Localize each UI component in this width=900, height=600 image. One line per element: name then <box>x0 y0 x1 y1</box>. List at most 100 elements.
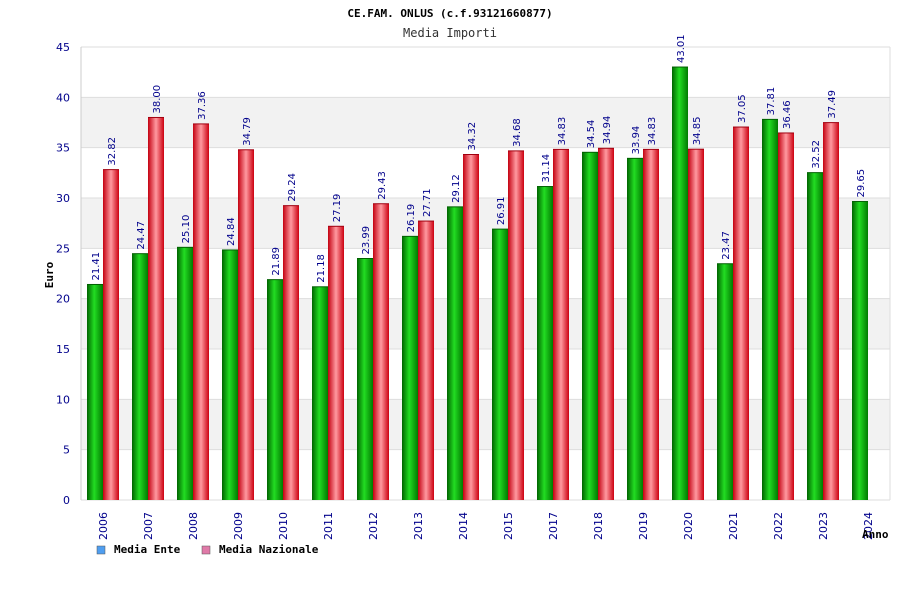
data-label: 27.71 <box>422 188 433 217</box>
data-label: 29.65 <box>856 169 867 198</box>
grid-band <box>81 47 890 98</box>
bar-media-ente <box>627 158 643 500</box>
x-tick-label: 2008 <box>187 512 200 540</box>
y-tick-label: 15 <box>56 343 70 356</box>
data-label: 34.94 <box>602 116 613 145</box>
grid-band <box>81 147 890 198</box>
y-tick-label: 0 <box>63 494 70 507</box>
bar-media-nazionale <box>553 149 569 501</box>
x-tick-label: 2009 <box>232 512 245 540</box>
data-label: 32.82 <box>107 137 118 166</box>
bar-media-ente <box>87 284 103 500</box>
data-label: 24.84 <box>226 217 237 246</box>
x-tick-label: 2022 <box>772 512 785 540</box>
data-label: 29.12 <box>451 174 462 203</box>
y-axis-label: Euro <box>43 261 56 288</box>
bar-media-nazionale <box>598 148 614 500</box>
legend-label: Media Ente <box>114 543 181 556</box>
bar-media-ente <box>402 236 418 500</box>
data-label: 24.47 <box>136 221 147 250</box>
data-label: 21.18 <box>316 254 327 283</box>
x-tick-label: 2015 <box>502 512 515 540</box>
data-label: 26.19 <box>406 204 417 233</box>
x-tick-label: 2010 <box>277 512 290 540</box>
bar-media-ente <box>672 67 688 501</box>
grid-band <box>81 298 890 349</box>
data-label: 21.41 <box>91 252 102 281</box>
bar-media-ente <box>492 229 508 500</box>
data-label: 32.52 <box>811 140 822 169</box>
grid-band <box>81 349 890 400</box>
bar-media-nazionale <box>418 221 434 500</box>
y-tick-label: 35 <box>56 142 70 155</box>
data-label: 34.83 <box>557 117 568 146</box>
bar-media-ente <box>717 263 733 500</box>
y-tick-label: 5 <box>63 444 70 457</box>
x-axis-label: Anno <box>862 528 889 541</box>
bar-media-nazionale <box>643 149 659 501</box>
data-label: 29.43 <box>377 171 388 200</box>
legend-swatch <box>96 545 106 555</box>
grid-band <box>81 198 890 249</box>
data-label: 37.36 <box>197 91 208 120</box>
data-labels: 21.41 32.82 24.47 38.00 25.10 37.36 24.84 34.79… <box>91 34 867 282</box>
data-label: 37.81 <box>766 87 777 116</box>
grid-band <box>81 248 890 299</box>
y-tick-label: 45 <box>56 41 70 54</box>
bar-media-nazionale <box>778 132 794 500</box>
legend: Media Ente Media Nazionale <box>96 543 319 556</box>
bar-media-nazionale <box>823 122 839 500</box>
x-tick-label: 2014 <box>457 512 470 540</box>
data-label: 34.83 <box>647 117 658 146</box>
chart-title: CE.FAM. ONLUS (c.f.93121660877) <box>347 7 552 20</box>
bar-media-nazionale <box>508 150 524 500</box>
data-label: 27.19 <box>332 194 343 223</box>
x-tick-label: 2006 <box>97 512 110 540</box>
bar-media-nazionale <box>688 149 704 500</box>
y-tick-label: 40 <box>56 91 70 104</box>
y-tick-label: 30 <box>56 192 70 205</box>
plot-background <box>81 47 890 500</box>
data-label: 43.01 <box>676 34 687 63</box>
y-axis-ticks: 0 5 10 15 20 25 30 35 40 45 <box>56 41 70 507</box>
grid-band <box>81 449 890 500</box>
data-label: 33.94 <box>631 126 642 155</box>
bar-media-nazionale <box>148 117 164 500</box>
data-label: 36.46 <box>782 100 793 129</box>
data-label: 29.24 <box>287 173 298 202</box>
x-tick-label: 2020 <box>682 512 695 540</box>
data-label: 25.10 <box>181 215 192 244</box>
bar-media-nazionale <box>238 149 254 500</box>
x-tick-label: 2019 <box>637 512 650 540</box>
bar-media-nazionale <box>103 169 119 500</box>
legend-swatch <box>201 545 211 555</box>
data-label: 34.68 <box>512 118 523 147</box>
bars <box>87 66 868 501</box>
grid-band <box>81 399 890 450</box>
bar-media-ente <box>852 201 868 501</box>
bar-media-ente <box>267 279 283 500</box>
data-label: 37.49 <box>827 90 838 119</box>
grid-lines <box>80 46 891 501</box>
x-tick-label: 2017 <box>547 512 560 540</box>
bar-media-ente <box>222 249 238 500</box>
data-label: 34.79 <box>242 117 253 146</box>
bar-media-ente <box>357 258 373 500</box>
data-label: 23.99 <box>361 226 372 255</box>
data-label: 23.47 <box>721 231 732 260</box>
bar-media-nazionale <box>733 127 749 500</box>
data-label: 34.54 <box>586 120 597 149</box>
data-label: 34.85 <box>692 117 703 146</box>
grid-band <box>81 97 890 148</box>
bar-media-nazionale <box>463 154 479 500</box>
bar-media-nazionale <box>373 203 389 500</box>
x-tick-label: 2011 <box>322 512 335 540</box>
x-tick-label: 2013 <box>412 512 425 540</box>
x-tick-label: 2018 <box>592 512 605 540</box>
data-label: 34.32 <box>467 122 478 151</box>
bar-media-ente <box>807 172 823 500</box>
y-tick-label: 20 <box>56 293 70 306</box>
bar-media-nazionale <box>193 123 209 500</box>
data-label: 37.05 <box>737 94 748 123</box>
x-tick-label: 2007 <box>142 512 155 540</box>
